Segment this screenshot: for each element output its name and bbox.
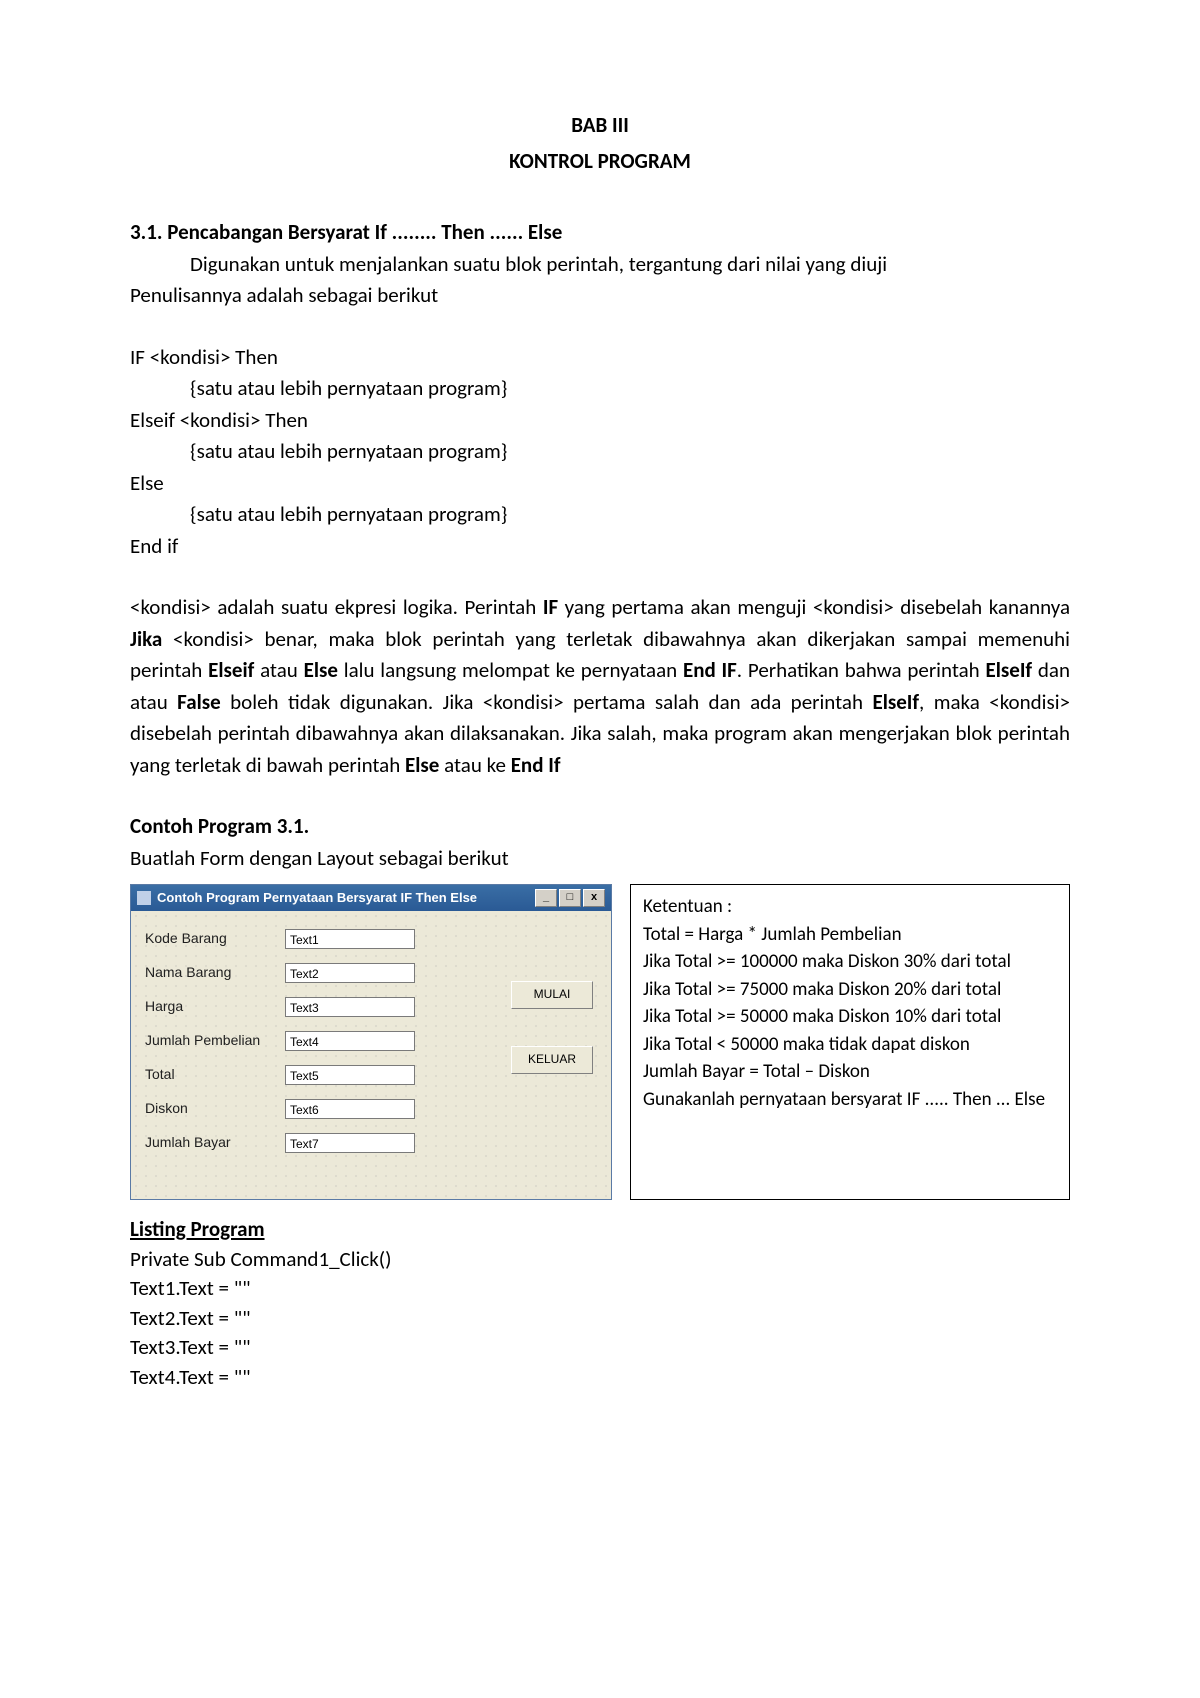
syntax-line: {satu atau lebih pernyataan program} [130,373,1070,405]
label-diskon: Diskon [141,1098,285,1119]
ketentuan-line: Gunakanlah pernyataan bersyarat IF .....… [643,1086,1057,1114]
vb-window-title: Contoh Program Pernyataan Bersyarat IF T… [157,888,477,908]
code-line: Text3.Text = "" [130,1333,1070,1362]
maximize-button[interactable]: □ [559,889,581,907]
intro-line-2: Penulisannya adalah sebagai berikut [130,280,1070,312]
text6-field[interactable]: Text6 [285,1099,415,1119]
syntax-block: IF <kondisi> Then {satu atau lebih perny… [130,342,1070,563]
text2-field[interactable]: Text2 [285,963,415,983]
label-kode: Kode Barang [141,928,285,949]
code-line: Private Sub Command1_Click() [130,1245,1070,1274]
label-nama: Nama Barang [141,962,285,983]
chapter-title: KONTROL PROGRAM [130,146,1070,178]
label-harga: Harga [141,996,285,1017]
syntax-line: {satu atau lebih pernyataan program} [130,436,1070,468]
ketentuan-line: Jika Total >= 75000 maka Diskon 20% dari… [643,976,1057,1004]
listing-title: Listing Program [130,1214,1070,1246]
syntax-line: Else [130,468,1070,500]
ketentuan-title: Ketentuan : [643,893,1057,921]
label-total: Total [141,1064,285,1085]
example-instruction: Buatlah Form dengan Layout sebagai berik… [130,843,1070,875]
keluar-button[interactable]: KELUAR [511,1046,593,1074]
ketentuan-line: Total = Harga * Jumlah Pembelian [643,921,1057,949]
text4-field[interactable]: Text4 [285,1031,415,1051]
ketentuan-line: Jika Total >= 100000 maka Diskon 30% dar… [643,948,1057,976]
section-heading: 3.1. Pencabangan Bersyarat If ........ T… [130,217,1070,249]
text3-field[interactable]: Text3 [285,997,415,1017]
syntax-line: End if [130,531,1070,563]
ketentuan-line: Jika Total >= 50000 maka Diskon 10% dari… [643,1003,1057,1031]
syntax-line: IF <kondisi> Then [130,342,1070,374]
label-jumlah: Jumlah Pembelian [141,1030,285,1051]
text7-field[interactable]: Text7 [285,1133,415,1153]
vb-form-window: Contoh Program Pernyataan Bersyarat IF T… [130,884,612,1200]
close-button[interactable]: x [583,889,605,907]
syntax-line: {satu atau lebih pernyataan program} [130,499,1070,531]
ketentuan-line: Jumlah Bayar = Total – Diskon [643,1058,1057,1086]
intro-text: Digunakan untuk menjalankan suatu blok p… [130,249,1070,281]
example-title: Contoh Program 3.1. [130,811,1070,843]
document-page: BAB III KONTROL PROGRAM 3.1. Pencabangan… [0,0,1200,1452]
vb-form-body: Kode Barang Text1 Nama Barang Text2 Harg… [131,911,611,1199]
minimize-button[interactable]: _ [535,889,557,907]
vb-titlebar: Contoh Program Pernyataan Bersyarat IF T… [131,885,611,911]
text1-field[interactable]: Text1 [285,929,415,949]
mulai-button[interactable]: MULAI [511,981,593,1009]
form-icon [137,891,151,905]
explanation-paragraph: <kondisi> adalah suatu ekpresi logika. P… [130,592,1070,781]
code-line: Text2.Text = "" [130,1304,1070,1333]
syntax-line: Elseif <kondisi> Then [130,405,1070,437]
vb-window-controls: _ □ x [535,889,605,907]
vb-titlebar-left: Contoh Program Pernyataan Bersyarat IF T… [137,888,477,908]
intro-line-1: Digunakan untuk menjalankan suatu blok p… [190,251,887,277]
ketentuan-line: Jika Total < 50000 maka tidak dapat disk… [643,1031,1057,1059]
chapter-label: BAB III [130,110,1070,142]
code-line: Text1.Text = "" [130,1274,1070,1303]
ketentuan-box: Ketentuan : Total = Harga * Jumlah Pembe… [630,884,1070,1200]
label-bayar: Jumlah Bayar [141,1132,285,1153]
code-line: Text4.Text = "" [130,1363,1070,1392]
two-column-layout: Contoh Program Pernyataan Bersyarat IF T… [130,884,1070,1200]
text5-field[interactable]: Text5 [285,1065,415,1085]
